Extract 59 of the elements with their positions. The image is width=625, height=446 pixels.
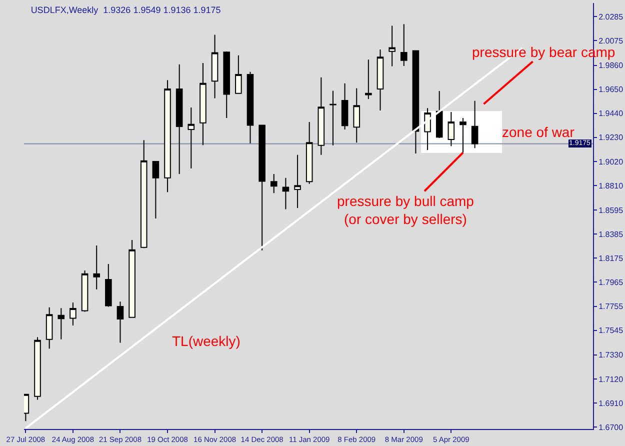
y-tick-label: 1.9860 (598, 61, 624, 70)
candlestick (448, 111, 455, 147)
y-tick-label: 2.0285 (598, 12, 624, 22)
candlestick (211, 34, 218, 99)
candlestick (258, 124, 266, 251)
candlestick (46, 306, 53, 350)
candlestick (436, 90, 443, 138)
candlestick (471, 100, 478, 149)
candlestick (81, 270, 88, 312)
y-tick-label: 1.8175 (598, 254, 624, 263)
candlestick (93, 244, 100, 290)
candlestick (246, 71, 254, 144)
y-tick-label: 1.7545 (598, 326, 624, 336)
annotation: zone of war (502, 124, 575, 140)
y-tick-label: 1.9440 (598, 109, 624, 118)
chart-title: USDLFX,Weekly 1.9326 1.9549 1.9136 1.9175 (30, 4, 221, 15)
candlestick (353, 88, 360, 144)
y-tick-label: 1.7120 (598, 374, 624, 384)
candlestick (400, 24, 408, 66)
candlestick (164, 80, 171, 193)
y-tick-label: 1.7965 (598, 278, 624, 288)
candlestick (282, 177, 290, 210)
candlestick (412, 50, 420, 154)
candlestick (128, 239, 136, 318)
y-tick-label: 1.9650 (598, 85, 624, 94)
annotation: TL(weekly) (172, 333, 240, 349)
annotation: pressure by bull camp (or cover by sellers) (337, 193, 474, 228)
candlestick (460, 117, 466, 154)
candlestick (70, 302, 76, 326)
y-tick-label: 1.7330 (598, 350, 624, 360)
candlestick (223, 51, 230, 118)
candlestick (34, 336, 41, 400)
candlestick (318, 76, 325, 156)
y-tick-label: 1.6700 (598, 422, 624, 432)
candlestick (58, 308, 65, 340)
y-tick-label: 1.7755 (598, 302, 624, 312)
candlestick (294, 154, 301, 209)
candlestick (388, 25, 396, 67)
candlestick (306, 121, 313, 184)
y-tick-label: 1.8595 (598, 206, 624, 215)
candlestick (330, 90, 336, 146)
candlestick (116, 301, 124, 344)
candlestick (200, 62, 206, 146)
y-tick-label: 1.8810 (598, 181, 624, 190)
candlestick (105, 264, 112, 308)
candlestick (376, 48, 384, 111)
candlestick (365, 59, 372, 100)
candlestick (176, 64, 183, 175)
y-tick-label: 1.6910 (598, 398, 624, 408)
candlestick (270, 174, 278, 194)
candlestick (188, 107, 195, 169)
y-tick-label: 1.9020 (598, 157, 624, 166)
y-tick-label: 2.0075 (598, 36, 624, 46)
y-tick-label: 1.9230 (598, 133, 624, 142)
candlestick (235, 54, 242, 94)
candlestick (152, 160, 160, 219)
candlestick (341, 82, 348, 130)
candlestick (140, 140, 148, 249)
y-tick-label: 1.8385 (598, 230, 624, 239)
